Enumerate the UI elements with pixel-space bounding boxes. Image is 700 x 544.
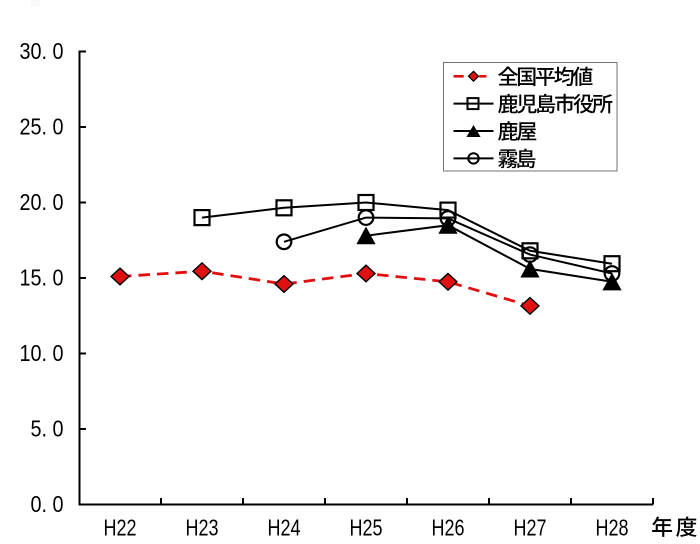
svg-text:H26: H26 — [432, 515, 465, 541]
svg-text:5. 0: 5. 0 — [31, 416, 64, 442]
svg-text:H27: H27 — [514, 515, 547, 541]
svg-text:H24: H24 — [268, 515, 301, 541]
svg-text:H28: H28 — [596, 515, 629, 541]
svg-text:15. 0: 15. 0 — [20, 265, 64, 291]
svg-text:0. 0: 0. 0 — [31, 491, 64, 517]
svg-text:25. 0: 25. 0 — [20, 114, 64, 140]
svg-text:H23: H23 — [186, 515, 219, 541]
svg-text:H25: H25 — [350, 515, 383, 541]
svg-text:30. 0: 30. 0 — [20, 38, 64, 64]
svg-text:H22: H22 — [104, 515, 137, 541]
svg-text:10. 0: 10. 0 — [20, 340, 64, 366]
svg-text:20. 0: 20. 0 — [20, 189, 64, 215]
